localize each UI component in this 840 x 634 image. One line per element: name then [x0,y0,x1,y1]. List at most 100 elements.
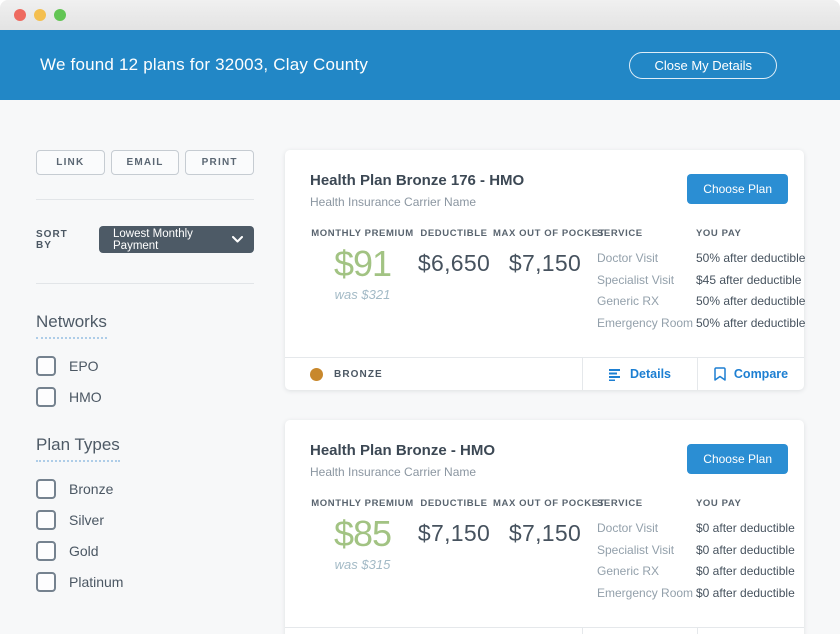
filter-option-platinum[interactable]: Platinum [36,572,254,592]
service-list: Doctor Visit Specialist Visit Generic RX… [597,248,696,334]
platinum-label: Platinum [69,574,124,590]
you-pay-item: $0 after deductible [696,585,795,600]
sort-dropdown-value: Lowest Monthly Payment [113,227,193,252]
hmo-label: HMO [69,389,102,405]
deductible-column: DEDUCTIBLE $6,650 [415,228,493,334]
you-pay-item: $45 after deductible [696,272,802,287]
details-button[interactable]: Details [583,628,698,634]
you-pay-item: 50% after deductible [696,315,806,330]
filter-option-bronze[interactable]: Bronze [36,479,254,499]
window-titlebar [0,0,840,30]
plan-title-block: Health Plan Bronze 176 - HMO Health Insu… [310,172,524,209]
plan-name: Health Plan Bronze - HMO [310,442,496,459]
max-out-of-pocket-column: MAX OUT OF POCKET $7,150 [493,498,606,604]
service-item: Emergency Room [597,585,694,600]
service-item: Doctor Visit [597,251,659,265]
monthly-premium-value: $91 [333,243,392,284]
plan-stats: MONTHLY PREMIUM $91 was $321 DEDUCTIBLE … [285,209,805,334]
monthly-premium-column: MONTHLY PREMIUM $91 was $321 [310,228,415,334]
close-my-details-button[interactable]: Close My Details [629,51,777,79]
deductible-label: DEDUCTIBLE [420,498,488,509]
window-minimize-button[interactable] [34,9,46,21]
bronze-label: Bronze [69,481,114,497]
service-item: Doctor Visit [597,521,659,535]
you-pay-list: $0 after deductible $0 after deductible … [696,518,809,604]
filter-option-epo[interactable]: EPO [36,356,254,376]
link-button[interactable]: LINK [36,150,105,175]
window-zoom-button[interactable] [54,9,66,21]
service-label: SERVICE [597,228,643,239]
monthly-premium-was: was $315 [334,557,391,572]
bronze-tier-icon [310,367,323,381]
divider [36,199,254,200]
main-content: LINK EMAIL PRINT SORT BY Lowest Monthly … [0,100,840,634]
bronze-checkbox[interactable] [36,479,56,499]
tier-badge: BRONZE [285,628,583,634]
window-close-button[interactable] [14,9,26,21]
you-pay-label: YOU PAY [696,498,742,509]
plan-carrier: Health Insurance Carrier Name [310,465,477,479]
epo-checkbox[interactable] [36,356,56,376]
monthly-premium-value: $85 [333,513,392,554]
plan-card-header: Health Plan Bronze - HMO Health Insuranc… [285,420,804,479]
monthly-premium-label: MONTHLY PREMIUM [311,228,414,239]
plan-results-list: Health Plan Bronze 176 - HMO Health Insu… [285,150,805,634]
filter-option-silver[interactable]: Silver [36,510,254,530]
monthly-premium-column: MONTHLY PREMIUM $85 was $315 [310,498,415,604]
deductible-column: DEDUCTIBLE $7,150 [415,498,493,604]
silver-checkbox[interactable] [36,510,56,530]
deductible-value: $6,650 [417,250,491,276]
deductible-label: DEDUCTIBLE [420,228,488,239]
email-button[interactable]: EMAIL [110,150,180,175]
platinum-checkbox[interactable] [36,572,56,592]
plan-title-block: Health Plan Bronze - HMO Health Insuranc… [310,442,495,479]
epo-label: EPO [69,358,99,374]
sort-by-label: SORT BY [36,228,68,251]
max-out-of-pocket-label: MAX OUT OF POCKET [493,498,606,509]
silver-label: Silver [69,512,105,528]
max-out-of-pocket-label: MAX OUT OF POCKET [493,228,606,239]
service-item: Generic RX [597,294,660,308]
results-header: We found 12 plans for 32003, Clay County… [0,30,840,100]
service-column: SERVICE Doctor Visit Specialist Visit Ge… [597,228,696,334]
deductible-value: $7,150 [417,520,491,546]
share-actions: LINK EMAIL PRINT [36,150,255,175]
service-column: SERVICE Doctor Visit Specialist Visit Ge… [597,498,696,604]
filter-option-hmo[interactable]: HMO [36,387,254,407]
choose-plan-button[interactable]: Choose Plan [687,174,788,204]
monthly-premium-label: MONTHLY PREMIUM [311,498,414,509]
networks-heading: Networks [36,312,107,339]
you-pay-column: YOU PAY $0 after deductible $0 after ded… [696,498,809,604]
service-item: Specialist Visit [597,272,675,287]
compare-button[interactable]: Compare [698,628,804,634]
you-pay-list: 50% after deductible $45 after deductibl… [696,248,809,334]
sort-row: SORT BY Lowest Monthly Payment [36,226,254,253]
choose-plan-button[interactable]: Choose Plan [687,444,788,474]
details-button[interactable]: Details [583,358,698,390]
plan-name: Health Plan Bronze 176 - HMO [310,172,525,189]
plan-carrier: Health Insurance Carrier Name [310,195,477,209]
tier-label: BRONZE [334,368,383,380]
compare-label: Compare [733,367,789,381]
plan-stats: MONTHLY PREMIUM $85 was $315 DEDUCTIBLE … [285,479,804,604]
plan-card: Health Plan Bronze 176 - HMO Health Insu… [285,150,805,390]
you-pay-label: YOU PAY [696,228,742,239]
max-out-of-pocket-value: $7,150 [508,250,582,276]
max-out-of-pocket-column: MAX OUT OF POCKET $7,150 [493,228,606,334]
hmo-checkbox[interactable] [36,387,56,407]
filter-option-gold[interactable]: Gold [36,541,254,561]
sort-dropdown[interactable]: Lowest Monthly Payment [99,226,254,253]
print-button[interactable]: PRINT [185,150,255,175]
you-pay-item: $0 after deductible [696,564,795,578]
plan-types-heading: Plan Types [36,435,120,462]
results-title: We found 12 plans for 32003, Clay County [40,55,369,74]
compare-button[interactable]: Compare [698,358,804,390]
tier-badge: BRONZE [285,358,583,390]
monthly-premium-was: was $321 [334,287,391,302]
gold-checkbox[interactable] [36,541,56,561]
plan-card-footer: BRONZE Details Compare [285,357,804,390]
you-pay-item: 50% after deductible [696,251,806,265]
you-pay-item: $0 after deductible [696,521,795,535]
service-item: Specialist Visit [597,542,675,557]
